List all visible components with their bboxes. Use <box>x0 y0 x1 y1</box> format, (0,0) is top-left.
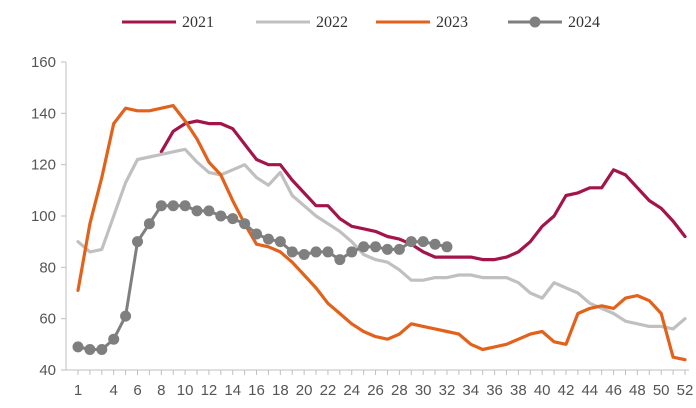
x-tick-label: 40 <box>534 382 551 399</box>
series-2024 <box>72 200 453 355</box>
x-axis: 1 4 6 8 10 12 14 16 18 20 22 24 26 28 30 32 34 36 38 40 42 44… <box>66 369 694 399</box>
legend-label: 2023 <box>436 14 468 31</box>
data-point-2024 <box>322 246 334 258</box>
series-line-2022 <box>76 147 687 331</box>
series-line-2023 <box>76 103 687 362</box>
y-tick-label: 40 <box>39 362 56 379</box>
series-line-2024 <box>76 204 449 351</box>
data-point-2024 <box>132 236 144 248</box>
x-tick-label: 30 <box>415 382 432 399</box>
data-point-2024 <box>441 241 453 253</box>
data-point-2024 <box>346 246 358 258</box>
series-2023 <box>76 103 687 362</box>
series-2022 <box>76 147 687 331</box>
data-point-2024 <box>108 333 120 345</box>
x-tick-label: 22 <box>320 382 337 399</box>
y-tick-label: 140 <box>31 105 56 122</box>
y-tick-label: 60 <box>39 311 56 328</box>
data-point-2024 <box>310 246 322 258</box>
data-point-2024 <box>334 254 346 266</box>
data-point-2024 <box>120 310 132 322</box>
y-tick-label: 160 <box>31 54 56 71</box>
x-tick-label: 48 <box>629 382 646 399</box>
data-point-2024 <box>167 200 179 212</box>
legend-label: 2024 <box>568 14 600 31</box>
data-point-2024 <box>429 238 441 250</box>
data-point-2024 <box>215 210 227 222</box>
legend-item-2021: 2021 <box>122 14 214 31</box>
y-axis: 40 60 80 100 120 140 160 <box>31 54 67 379</box>
data-point-2024 <box>251 228 263 240</box>
data-point-2024 <box>96 343 108 355</box>
data-point-2024 <box>191 205 203 217</box>
x-tick-label: 12 <box>201 382 218 399</box>
data-point-2024 <box>417 236 429 248</box>
x-tick-label: 20 <box>296 382 313 399</box>
data-point-2024 <box>405 236 417 248</box>
data-point-2024 <box>286 246 298 258</box>
data-point-2024 <box>203 205 215 217</box>
series-line-2021 <box>159 119 687 262</box>
x-tick-label: 24 <box>343 382 360 399</box>
y-tick-label: 100 <box>31 208 56 225</box>
legend-item-2022: 2022 <box>256 14 348 31</box>
data-point-2024 <box>179 200 191 212</box>
x-tick-label: 1 <box>74 382 82 399</box>
legend-label: 2022 <box>316 14 348 31</box>
x-tick-label: 4 <box>110 382 118 399</box>
data-point-2024 <box>155 200 167 212</box>
legend-item-2023: 2023 <box>376 14 468 31</box>
x-tick-label: 14 <box>224 382 241 399</box>
data-point-2024 <box>381 243 393 255</box>
x-tick-label: 28 <box>391 382 408 399</box>
data-point-2024 <box>143 218 155 230</box>
x-tick-label: 44 <box>581 382 598 399</box>
x-tick-label: 18 <box>272 382 289 399</box>
data-point-2024 <box>358 241 370 253</box>
x-tick-label: 36 <box>486 382 503 399</box>
x-tick-label: 26 <box>367 382 384 399</box>
chart-legend: 2021 2022 2023 2024 <box>122 14 600 31</box>
data-point-2024 <box>227 213 239 225</box>
x-tick-label: 42 <box>558 382 575 399</box>
plot-area <box>72 103 687 362</box>
x-tick-label: 10 <box>177 382 194 399</box>
x-tick-label: 46 <box>605 382 622 399</box>
x-tick-label: 52 <box>677 382 694 399</box>
x-tick-label: 38 <box>510 382 527 399</box>
legend-item-2024: 2024 <box>508 14 600 31</box>
series-2021 <box>159 119 687 262</box>
x-tick-label: 6 <box>133 382 141 399</box>
data-point-2024 <box>239 218 251 230</box>
x-tick-label: 32 <box>439 382 456 399</box>
legend-label: 2021 <box>182 14 214 31</box>
data-point-2024 <box>370 241 382 253</box>
data-point-2024 <box>262 233 274 245</box>
data-point-2024 <box>393 243 405 255</box>
y-tick-label: 80 <box>39 259 56 276</box>
y-tick-label: 120 <box>31 157 56 174</box>
x-tick-label: 16 <box>248 382 265 399</box>
data-point-2024 <box>72 341 84 353</box>
data-point-2024 <box>274 236 286 248</box>
x-tick-label: 34 <box>462 382 479 399</box>
x-tick-label: 50 <box>653 382 670 399</box>
x-tick-label: 8 <box>157 382 165 399</box>
data-point-2024 <box>84 343 96 355</box>
legend-marker <box>529 16 541 28</box>
data-point-2024 <box>298 249 310 260</box>
